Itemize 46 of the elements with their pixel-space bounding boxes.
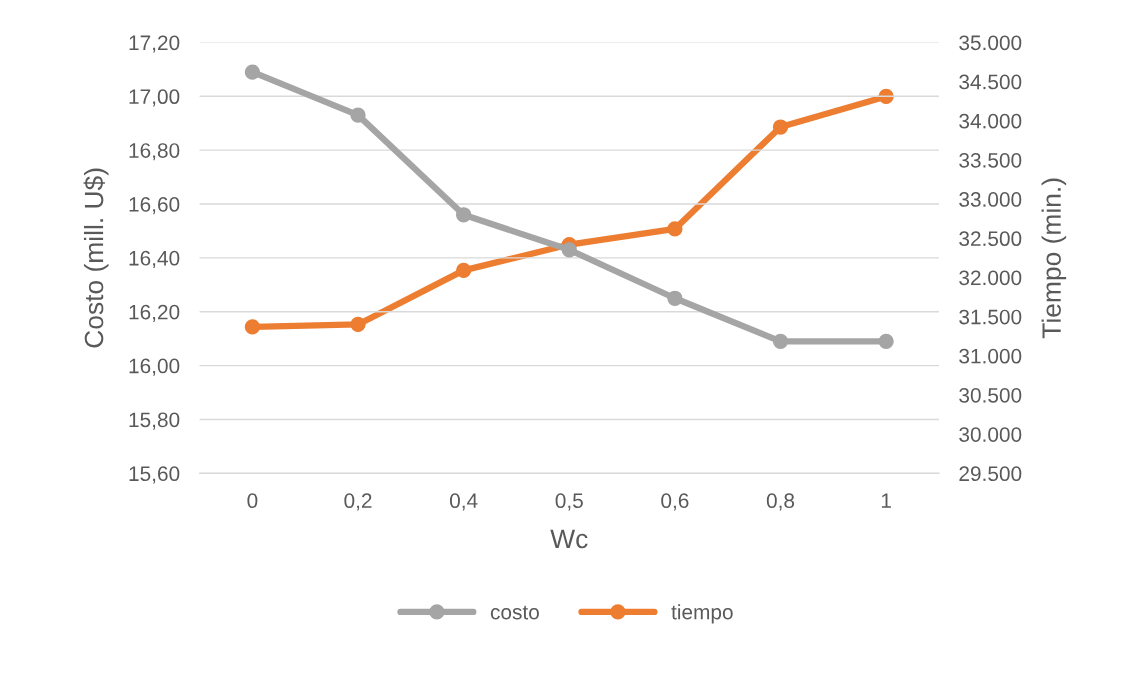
y2-axis-title: Tiempo (min.) <box>1041 178 1067 339</box>
y2-tick-label: 32.000 <box>959 270 1022 286</box>
point <box>456 207 472 223</box>
y2-tick-label: 33.500 <box>959 152 1022 168</box>
y-tick-label: 15,60 <box>129 466 180 484</box>
y-tick-label: 16,20 <box>129 304 180 322</box>
x-tick-label: 1 <box>881 493 891 508</box>
y2-tick-label: 30.000 <box>959 427 1022 442</box>
point <box>456 262 472 279</box>
point <box>244 319 261 335</box>
point <box>561 242 577 258</box>
y-axis-title: Costo (mill. U$) <box>83 168 109 348</box>
point <box>772 119 789 135</box>
y-tick-label: 17,20 <box>129 35 180 53</box>
point <box>772 333 789 349</box>
point <box>878 88 894 105</box>
y2-tick-label: 30.500 <box>959 387 1022 403</box>
legend-label: tiempo <box>671 604 733 624</box>
point <box>350 107 366 123</box>
x-tick-label: 0,5 <box>555 493 583 511</box>
y-tick-label: 16,00 <box>129 358 180 376</box>
point <box>350 316 366 333</box>
y2-tick-label: 34.000 <box>959 113 1022 129</box>
x-tick-label: 0,4 <box>449 493 478 511</box>
y-tick-label: 15,80 <box>129 412 180 430</box>
x-tick-label: 0 <box>247 493 258 509</box>
y2-tick-label: 35.000 <box>959 35 1022 51</box>
y2-tick-label: 33.000 <box>959 192 1022 207</box>
x-tick-label: 0,8 <box>766 493 795 511</box>
y-tick-label: 16,80 <box>129 143 180 161</box>
y-tick-label: 17,00 <box>129 89 180 107</box>
point <box>667 290 683 306</box>
point <box>878 333 894 349</box>
y2-tick-label: 34.500 <box>959 74 1022 90</box>
point <box>244 64 261 80</box>
x-tick-label: 0,2 <box>344 493 372 511</box>
y-tick-label: 16,40 <box>129 250 180 269</box>
y-tick-label: 16,60 <box>129 197 180 215</box>
y2-tick-label: 31.500 <box>959 309 1022 325</box>
x-tick-label: 0,6 <box>661 493 689 511</box>
legend-label: costo <box>490 605 539 620</box>
point <box>667 221 683 237</box>
x-axis-title: Wc <box>550 529 588 549</box>
y2-tick-label: 29.500 <box>959 466 1022 482</box>
y2-tick-label: 32.500 <box>959 231 1022 247</box>
y2-tick-label: 31.000 <box>959 348 1022 364</box>
